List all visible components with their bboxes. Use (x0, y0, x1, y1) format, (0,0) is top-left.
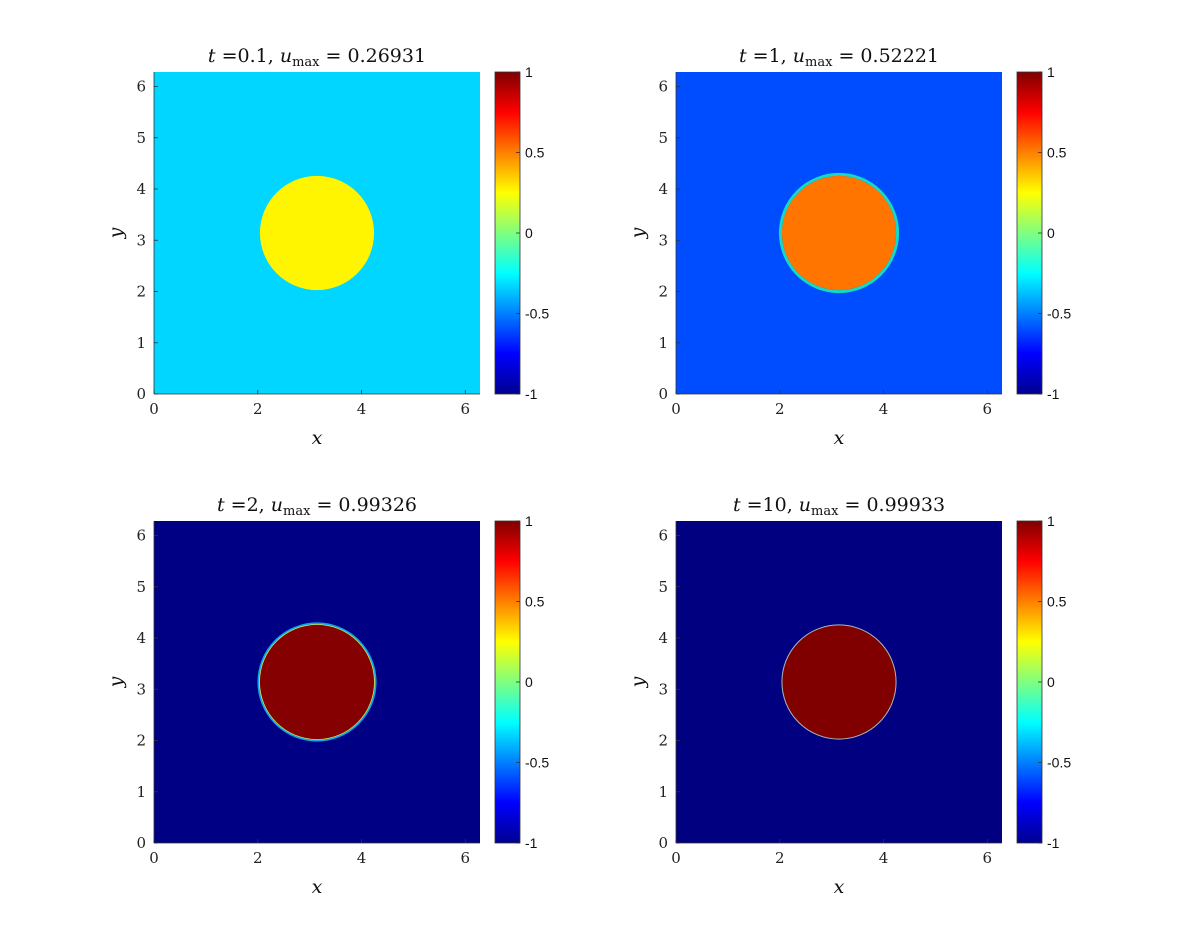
colorbar-tick-label: -1 (1047, 386, 1060, 402)
x-tick-label: 6 (461, 849, 471, 867)
panel-title: t =10, umax = 0.99933 (733, 494, 945, 519)
y-tick-label: 2 (658, 732, 668, 750)
y-tick-label: 1 (658, 334, 668, 352)
y-tick-label: 6 (136, 527, 146, 545)
x-axis-label: x (834, 876, 845, 898)
x-tick-label: 6 (983, 400, 993, 418)
y-axis-label: y (627, 676, 649, 688)
field-circle (259, 175, 375, 291)
y-tick-label: 2 (658, 283, 668, 301)
colorbar-tick-label: -0.5 (525, 306, 549, 322)
y-tick-label: 1 (136, 783, 146, 801)
y-tick-label: 4 (658, 629, 668, 647)
x-tick-label: 4 (357, 849, 367, 867)
y-tick-label: 3 (658, 680, 668, 698)
y-tick-label: 5 (136, 129, 146, 147)
colorbar (1016, 520, 1043, 844)
x-axis-label: x (312, 427, 323, 449)
y-tick-label: 0 (658, 834, 668, 852)
y-tick-label: 4 (658, 180, 668, 198)
y-tick-label: 2 (136, 732, 146, 750)
colorbar-tick-label: 1 (1047, 64, 1055, 80)
colorbar-tick-label: -1 (1047, 835, 1060, 851)
y-tick-label: 0 (658, 385, 668, 403)
panel-title: t =2, umax = 0.99326 (217, 494, 417, 519)
x-tick-label: 2 (253, 849, 263, 867)
y-tick-label: 0 (136, 385, 146, 403)
x-axis-label: x (834, 427, 845, 449)
field-circle (259, 624, 375, 740)
colorbar-tick-label: -1 (525, 835, 538, 851)
x-tick-label: 0 (671, 849, 681, 867)
x-axis-label: x (312, 876, 323, 898)
chart-panel-1: 0 2 4 6 0 1 2 3 4 5 6 x y t =0.1, umax = 0.26931 1 0.5 0… (105, 45, 549, 449)
y-tick-label: 6 (136, 78, 146, 96)
x-tick-label: 0 (149, 400, 159, 418)
x-tick-label: 0 (149, 849, 159, 867)
y-tick-label: 4 (136, 180, 146, 198)
y-tick-label: 1 (136, 334, 146, 352)
y-tick-label: 4 (136, 629, 146, 647)
colorbar-tick-label: -0.5 (1047, 755, 1071, 771)
x-tick-label: 2 (775, 400, 785, 418)
y-tick-label: 6 (658, 78, 668, 96)
colorbar-tick-label: 0.5 (525, 145, 545, 161)
colorbar-tick-label: 1 (525, 513, 533, 529)
colorbar-tick-label: 0 (525, 225, 533, 241)
y-tick-label: 3 (658, 231, 668, 249)
x-tick-label: 6 (983, 849, 993, 867)
field-circle (781, 624, 897, 740)
interface-band-outer (257, 622, 377, 742)
y-tick-label: 5 (658, 129, 668, 147)
x-tick-label: 0 (671, 400, 681, 418)
y-tick-label: 6 (658, 527, 668, 545)
colorbar-tick-label: 1 (525, 64, 533, 80)
y-axis-label: y (627, 227, 649, 239)
colorbar (494, 71, 521, 395)
y-tick-label: 0 (136, 834, 146, 852)
colorbar-tick-label: 1 (1047, 513, 1055, 529)
colorbar-tick-label: 0.5 (525, 594, 545, 610)
colorbar-tick-label: 0 (525, 674, 533, 690)
colorbar-tick-label: -0.5 (525, 755, 549, 771)
y-tick-label: 5 (136, 578, 146, 596)
interface-band-inner (259, 624, 375, 740)
y-tick-label: 1 (658, 783, 668, 801)
interface-band (781, 624, 897, 740)
chart-panel-4: 0 2 4 6 0 1 2 3 4 5 6 x y t =10, umax = 0.99933 1 0.5 0 -… (627, 494, 1071, 898)
y-tick-label: 5 (658, 578, 668, 596)
colorbar-tick-label: 0 (1047, 674, 1055, 690)
interface-band (778, 172, 900, 294)
y-tick-label: 3 (136, 680, 146, 698)
chart-panel-2: 0 2 4 6 0 1 2 3 4 5 6 x y t =1, umax = 0.52221 1 0.5 0 -0… (627, 45, 1071, 449)
x-tick-label: 4 (357, 400, 367, 418)
panel-title: t =0.1, umax = 0.26931 (208, 45, 426, 70)
colorbar-tick-label: 0.5 (1047, 145, 1067, 161)
y-tick-label: 3 (136, 231, 146, 249)
colorbar-tick-label: 0.5 (1047, 594, 1067, 610)
chart-panel-3: 0 2 4 6 0 1 2 3 4 5 6 x y t =2, umax = 0.99326 1 0.5 0 -0… (105, 494, 549, 898)
y-tick-label: 2 (136, 283, 146, 301)
y-axis-label: y (105, 676, 127, 688)
x-tick-label: 2 (253, 400, 263, 418)
colorbar-tick-label: -0.5 (1047, 306, 1071, 322)
panel-title: t =1, umax = 0.52221 (739, 45, 939, 70)
colorbar-tick-label: 0 (1047, 225, 1055, 241)
colorbar (494, 520, 521, 844)
colorbar (1016, 71, 1043, 395)
x-tick-label: 6 (461, 400, 471, 418)
colorbar-tick-label: -1 (525, 386, 538, 402)
x-tick-label: 4 (879, 849, 889, 867)
x-tick-label: 4 (879, 400, 889, 418)
field-circle (781, 175, 897, 291)
y-axis-label: y (105, 227, 127, 239)
x-tick-label: 2 (775, 849, 785, 867)
